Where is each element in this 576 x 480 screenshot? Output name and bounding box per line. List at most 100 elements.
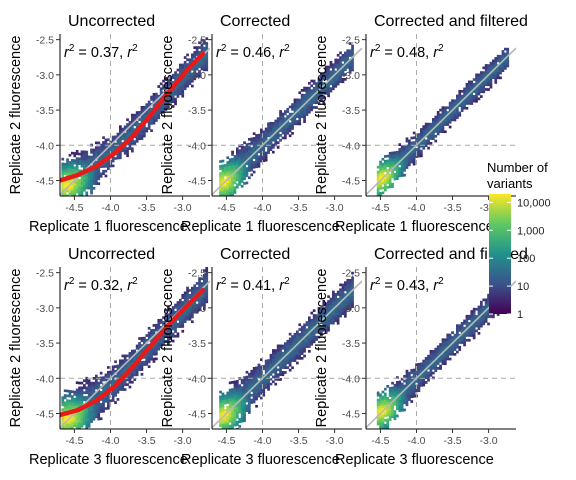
density-cell	[179, 66, 182, 69]
density-cell	[219, 196, 222, 199]
density-cell	[448, 345, 452, 349]
density-cell	[324, 309, 328, 313]
density-cell	[463, 319, 466, 323]
density-cell	[71, 187, 74, 191]
x-tick-label: -4.5	[217, 202, 235, 214]
density-cell	[286, 129, 290, 133]
density-cell	[446, 336, 450, 339]
density-cell	[348, 288, 352, 292]
density-cell	[451, 343, 454, 346]
density-cell	[195, 306, 199, 309]
density-cell	[68, 423, 72, 427]
density-cell	[424, 144, 428, 147]
density-cell	[344, 312, 347, 316]
density-cell	[243, 148, 246, 152]
density-cell	[257, 138, 261, 142]
density-cell	[107, 148, 110, 151]
density-cell	[243, 390, 246, 394]
density-cell	[410, 400, 414, 403]
density-cell	[174, 78, 177, 82]
density-cell	[415, 363, 418, 366]
density-cell	[68, 192, 72, 195]
density-cell	[80, 152, 84, 156]
density-cell	[252, 139, 256, 143]
density-cell	[159, 338, 163, 341]
density-cell	[424, 373, 428, 377]
density-cell	[205, 66, 209, 69]
density-cell	[183, 77, 187, 81]
density-cell	[441, 347, 445, 351]
density-cell	[446, 120, 450, 124]
density-cell	[410, 395, 414, 399]
density-cell	[388, 173, 392, 177]
density-cell	[351, 298, 354, 301]
density-cell	[228, 160, 232, 164]
density-cell	[133, 378, 137, 381]
density-cell	[346, 58, 350, 62]
density-cell	[205, 298, 209, 301]
density-cell	[257, 150, 261, 154]
density-cell	[341, 312, 345, 316]
density-cell	[484, 73, 488, 77]
density-cell	[87, 172, 91, 176]
density-cell	[441, 127, 445, 131]
density-cell	[219, 172, 222, 175]
density-cell	[470, 310, 474, 313]
density-cell	[398, 148, 402, 151]
density-cell	[111, 147, 115, 151]
density-cell	[226, 166, 230, 169]
density-cell	[87, 182, 91, 185]
density-cell	[339, 70, 342, 74]
density-cell	[97, 175, 101, 178]
density-cell	[240, 177, 244, 181]
density-cell	[75, 422, 79, 425]
density-cell	[205, 58, 209, 62]
density-cell	[61, 199, 64, 202]
density-cell	[327, 321, 330, 325]
density-cell	[191, 289, 194, 292]
density-cell	[73, 188, 77, 191]
density-cell	[80, 393, 84, 397]
density-cell	[429, 359, 433, 363]
density-cell	[293, 359, 297, 362]
density-cell	[236, 411, 239, 414]
density-cell	[379, 407, 382, 411]
density-cell	[264, 156, 268, 160]
density-cell	[396, 177, 399, 180]
density-cell	[410, 151, 414, 154]
density-cell	[121, 130, 125, 133]
density-cell	[422, 139, 426, 143]
density-cell	[451, 331, 454, 334]
density-cell	[381, 414, 385, 418]
density-cell	[267, 129, 270, 133]
density-cell	[238, 151, 242, 155]
density-cell	[436, 125, 440, 129]
density-cell	[310, 89, 314, 92]
density-cell	[424, 381, 428, 384]
density-cell	[424, 364, 428, 367]
density-cell	[494, 76, 498, 79]
density-cell	[61, 403, 65, 407]
density-cell	[420, 152, 423, 155]
density-cell	[167, 318, 170, 321]
density-cell	[183, 298, 187, 302]
y-tick-label: -3.0	[188, 303, 206, 315]
density-cell	[384, 387, 387, 391]
density-cell	[99, 379, 103, 382]
density-cell	[205, 44, 209, 48]
density-cell	[92, 148, 96, 152]
density-cell	[334, 314, 338, 318]
density-cell	[66, 170, 69, 174]
density-cell	[296, 356, 299, 360]
density-cell	[453, 341, 457, 344]
density-cell	[228, 180, 232, 183]
density-cell	[63, 403, 67, 407]
density-cell	[257, 160, 261, 163]
density-cell	[233, 409, 237, 412]
density-cell	[332, 314, 335, 318]
density-cell	[147, 331, 151, 335]
density-cell	[228, 158, 232, 162]
density-cell	[250, 161, 254, 165]
density-cell	[281, 347, 285, 350]
density-cell	[351, 281, 354, 285]
